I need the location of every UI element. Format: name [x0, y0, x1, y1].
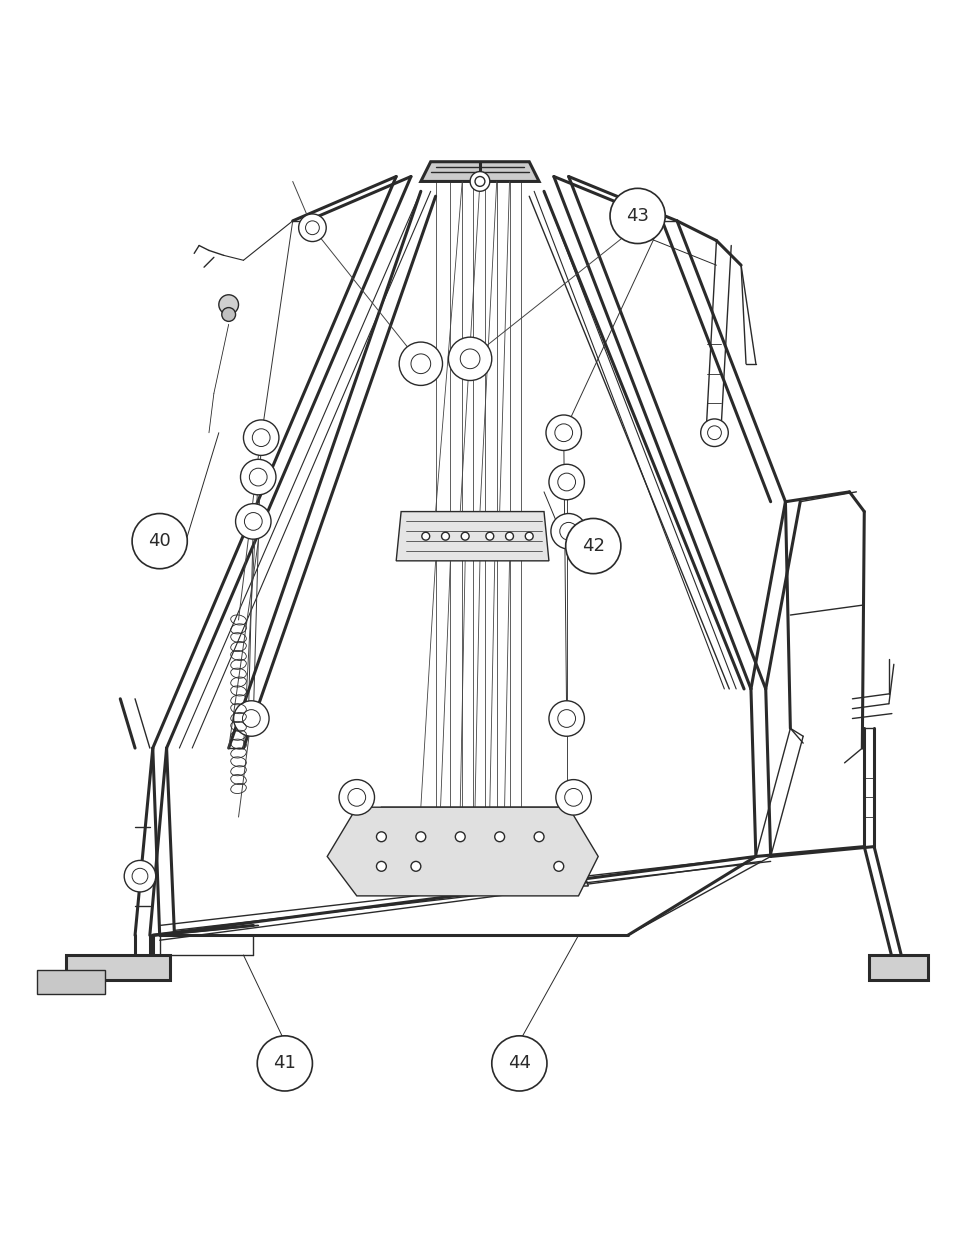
Circle shape: [565, 519, 620, 573]
Circle shape: [556, 779, 591, 815]
Text: 42: 42: [581, 537, 604, 555]
Text: 41: 41: [274, 1055, 296, 1072]
Circle shape: [495, 832, 504, 842]
Circle shape: [376, 832, 386, 842]
Circle shape: [609, 189, 664, 243]
Circle shape: [244, 513, 262, 530]
Circle shape: [485, 532, 494, 540]
Circle shape: [243, 420, 278, 456]
Circle shape: [448, 337, 491, 380]
Circle shape: [441, 532, 449, 540]
Circle shape: [235, 504, 271, 540]
Circle shape: [338, 779, 375, 815]
Circle shape: [545, 415, 580, 451]
Text: 43: 43: [625, 207, 648, 225]
Circle shape: [460, 532, 469, 540]
Circle shape: [491, 1036, 546, 1091]
Circle shape: [233, 700, 269, 736]
Circle shape: [416, 832, 425, 842]
Circle shape: [558, 473, 575, 490]
Circle shape: [475, 177, 484, 186]
Circle shape: [376, 861, 386, 871]
Circle shape: [242, 710, 260, 727]
Circle shape: [455, 832, 465, 842]
Text: 44: 44: [507, 1055, 530, 1072]
Polygon shape: [371, 808, 578, 856]
Circle shape: [298, 214, 326, 242]
Circle shape: [564, 788, 582, 806]
Circle shape: [623, 212, 651, 240]
Circle shape: [411, 354, 430, 374]
Circle shape: [132, 868, 148, 884]
Text: 40: 40: [148, 532, 171, 550]
Circle shape: [124, 861, 155, 892]
Circle shape: [305, 221, 319, 235]
Circle shape: [459, 350, 479, 369]
Circle shape: [525, 532, 533, 540]
Circle shape: [505, 532, 513, 540]
Circle shape: [132, 514, 187, 569]
Circle shape: [550, 514, 586, 550]
Circle shape: [558, 710, 575, 727]
Circle shape: [470, 172, 489, 191]
Circle shape: [348, 788, 365, 806]
Circle shape: [548, 700, 584, 736]
Circle shape: [421, 532, 429, 540]
Circle shape: [548, 464, 584, 500]
Circle shape: [221, 308, 235, 321]
Circle shape: [218, 295, 238, 315]
Circle shape: [411, 861, 420, 871]
Polygon shape: [420, 162, 538, 182]
Circle shape: [257, 1036, 312, 1091]
Circle shape: [252, 429, 270, 447]
Circle shape: [555, 424, 572, 442]
Polygon shape: [327, 808, 598, 895]
Circle shape: [534, 832, 543, 842]
Circle shape: [707, 426, 720, 440]
Circle shape: [554, 861, 563, 871]
Polygon shape: [868, 955, 927, 979]
Polygon shape: [36, 969, 106, 994]
Circle shape: [559, 522, 577, 540]
Circle shape: [240, 459, 275, 495]
Polygon shape: [66, 955, 170, 979]
Circle shape: [398, 342, 442, 385]
Polygon shape: [361, 856, 588, 885]
Polygon shape: [395, 511, 548, 561]
Circle shape: [700, 419, 727, 447]
Circle shape: [249, 468, 267, 485]
Circle shape: [630, 219, 644, 232]
